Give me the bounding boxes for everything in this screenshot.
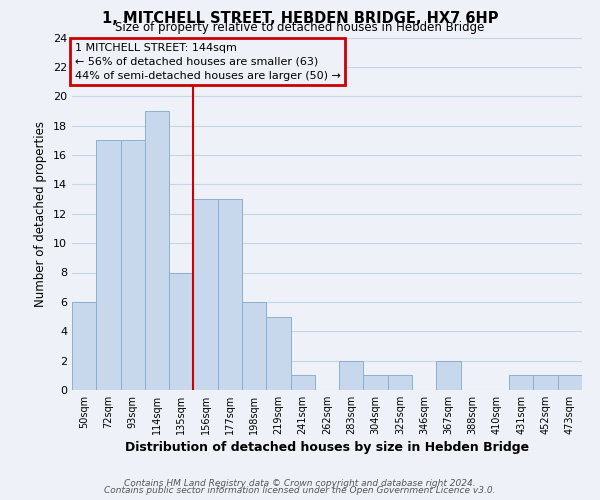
- Bar: [364, 376, 388, 390]
- Bar: [290, 376, 315, 390]
- Y-axis label: Number of detached properties: Number of detached properties: [34, 120, 47, 306]
- X-axis label: Distribution of detached houses by size in Hebden Bridge: Distribution of detached houses by size …: [125, 441, 529, 454]
- Text: 1, MITCHELL STREET, HEBDEN BRIDGE, HX7 6HP: 1, MITCHELL STREET, HEBDEN BRIDGE, HX7 6…: [102, 11, 498, 26]
- Bar: [218, 199, 242, 390]
- Text: Contains HM Land Registry data © Crown copyright and database right 2024.: Contains HM Land Registry data © Crown c…: [124, 478, 476, 488]
- Bar: [388, 376, 412, 390]
- Bar: [242, 302, 266, 390]
- Bar: [121, 140, 145, 390]
- Bar: [436, 360, 461, 390]
- Text: Contains public sector information licensed under the Open Government Licence v3: Contains public sector information licen…: [104, 486, 496, 495]
- Text: Size of property relative to detached houses in Hebden Bridge: Size of property relative to detached ho…: [115, 22, 485, 35]
- Bar: [509, 376, 533, 390]
- Bar: [533, 376, 558, 390]
- Bar: [193, 199, 218, 390]
- Bar: [558, 376, 582, 390]
- Bar: [145, 111, 169, 390]
- Bar: [169, 272, 193, 390]
- Text: 1 MITCHELL STREET: 144sqm
← 56% of detached houses are smaller (63)
44% of semi-: 1 MITCHELL STREET: 144sqm ← 56% of detac…: [74, 43, 340, 81]
- Bar: [339, 360, 364, 390]
- Bar: [96, 140, 121, 390]
- Bar: [266, 316, 290, 390]
- Bar: [72, 302, 96, 390]
